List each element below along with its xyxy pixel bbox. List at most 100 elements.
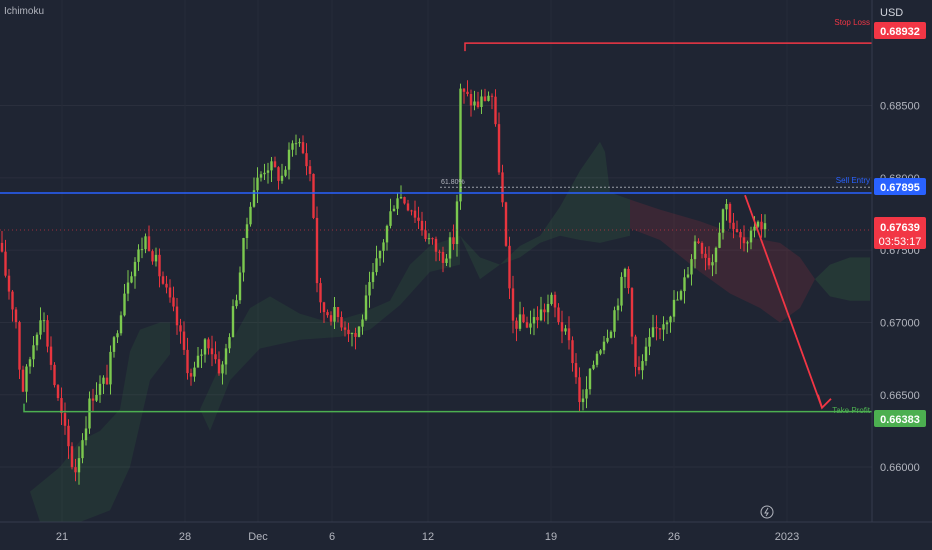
candle-body [242, 238, 245, 273]
candle-body [119, 315, 123, 334]
candle-body [553, 294, 557, 308]
take-profit-label: Take Profit [832, 406, 871, 415]
candle-body [634, 336, 637, 367]
stop-loss-line [464, 42, 872, 52]
candle-body [630, 288, 634, 337]
candle-body [329, 315, 333, 322]
candle-body [466, 91, 469, 95]
candle-body [273, 161, 277, 168]
candle-body [725, 203, 728, 210]
candle-body [112, 337, 116, 352]
candle-body [109, 351, 112, 385]
candle-body [210, 348, 214, 355]
candle-body [735, 229, 739, 233]
scroll-realtime-button[interactable] [760, 505, 774, 519]
candle-body [165, 283, 168, 288]
candle-body [266, 170, 270, 173]
candle-body [140, 249, 144, 251]
price-tick-label: 0.68500 [880, 101, 920, 113]
candle-body [424, 230, 427, 239]
candle-body [406, 203, 410, 211]
candle-body [151, 251, 154, 262]
candle-body [672, 299, 676, 317]
candle-body [133, 261, 137, 277]
candle-body [637, 366, 641, 371]
candle-body [557, 307, 560, 323]
take-profit-price: 0.66383 [880, 414, 920, 426]
candle-body [56, 385, 60, 399]
candle-body [749, 230, 753, 243]
candle-body [154, 254, 158, 262]
candle-body [305, 153, 308, 167]
candle-body [280, 175, 284, 181]
candle-body [578, 377, 581, 403]
candle-body [728, 203, 732, 223]
time-tick-label: 21 [56, 531, 68, 543]
time-tick-label: 28 [179, 531, 191, 543]
candle-body [403, 197, 406, 204]
candle-body [700, 243, 704, 254]
candle-body [28, 359, 32, 367]
candle-body [616, 305, 620, 311]
candle-body [620, 276, 623, 306]
candle-body [396, 198, 399, 209]
candle-body [147, 236, 151, 252]
candle-body [427, 238, 431, 240]
candle-body [627, 268, 630, 289]
candle-body [623, 268, 627, 277]
candle-body [235, 300, 238, 307]
candle-body [357, 326, 361, 337]
candle-body [259, 174, 263, 178]
time-tick-label: Dec [248, 531, 268, 543]
candle-body [494, 96, 497, 125]
candle-body [543, 309, 546, 313]
candle-body [697, 241, 700, 244]
candle-body [32, 345, 35, 360]
candle-body [252, 190, 256, 207]
candle-body [35, 334, 39, 346]
price-tick-label: 0.67000 [880, 317, 920, 329]
candle-body [711, 262, 714, 266]
candle-body [81, 440, 84, 459]
cloud-segment [460, 141, 630, 280]
candle-body [123, 293, 126, 316]
candle-body [105, 377, 109, 385]
candle-body [739, 232, 742, 238]
candle-body [137, 249, 140, 262]
candle-body [256, 177, 259, 191]
candle-body [189, 373, 193, 377]
candle-body [172, 297, 175, 307]
candle-body [529, 323, 532, 328]
candle-body [322, 302, 326, 313]
candle-body [74, 467, 77, 473]
candle-body [746, 242, 749, 244]
price-tick-label: 0.66000 [880, 462, 920, 474]
candle-body [665, 322, 669, 325]
candle-body [462, 88, 466, 92]
time-axis[interactable]: 21 28 Dec 6 12 19 26 2023 [56, 531, 799, 543]
candle-body [756, 221, 760, 227]
candle-body [476, 101, 480, 108]
trade-levels [0, 42, 872, 413]
candle-body [609, 331, 613, 338]
candle-body [263, 172, 266, 175]
candle-body [46, 320, 49, 347]
candle-body [714, 247, 718, 263]
candle-body [445, 258, 448, 263]
candle-body [452, 237, 455, 245]
candle-body [662, 324, 665, 330]
candle-body [144, 236, 147, 250]
candle-body [455, 201, 459, 245]
candle-body [294, 143, 298, 145]
candle-body [473, 101, 476, 106]
candle-body [228, 337, 231, 349]
candle-body [522, 314, 525, 323]
projection-arrow [744, 194, 823, 409]
candle-body [431, 238, 434, 240]
candle-body [413, 210, 417, 218]
candle-body [326, 312, 329, 316]
candle-body [588, 368, 592, 390]
candle-body [532, 317, 536, 324]
indicator-label[interactable]: Ichimoku [4, 6, 44, 17]
